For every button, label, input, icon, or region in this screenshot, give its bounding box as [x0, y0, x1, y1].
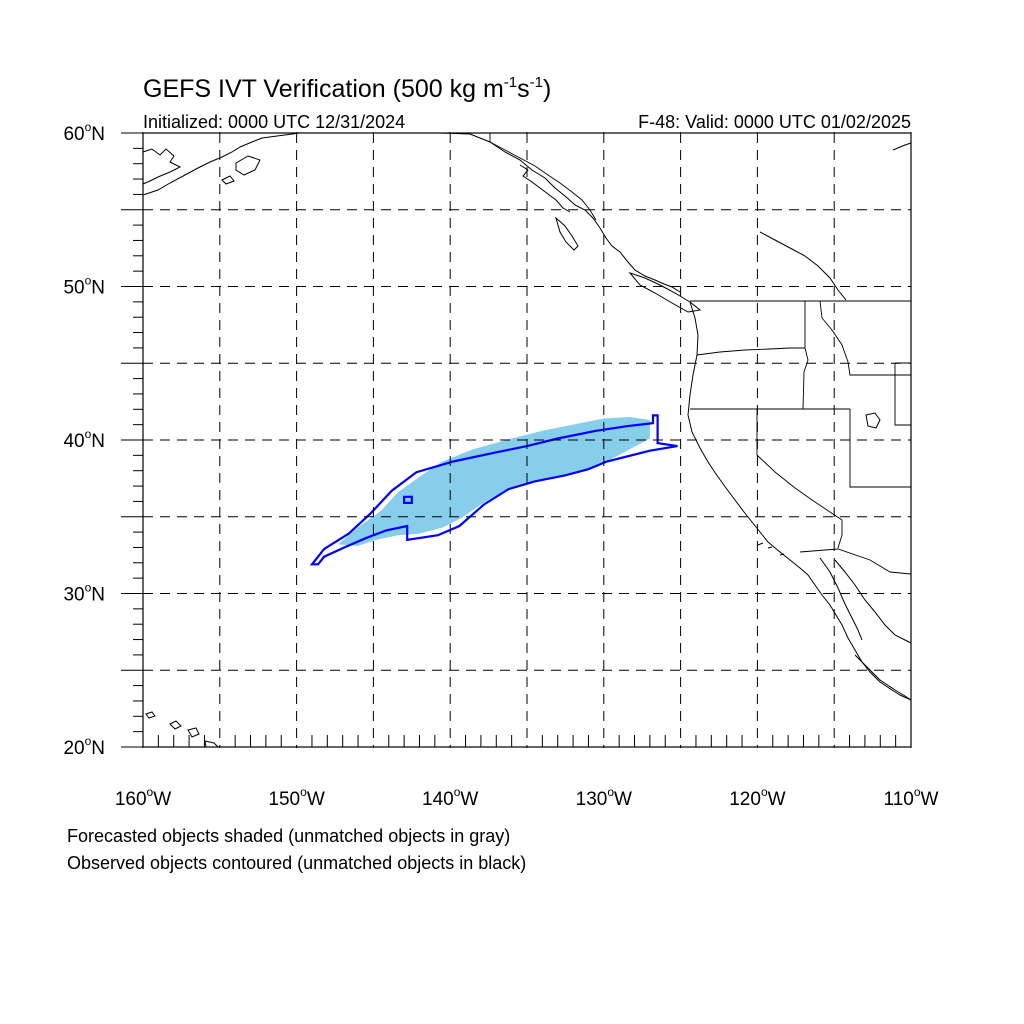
observed-object-inner-ring [403, 495, 413, 504]
observed-object [309, 414, 678, 566]
alaska-coast-west [142, 148, 182, 185]
wa-or-border [696, 347, 805, 356]
lon-tick-label: 160oW [115, 785, 171, 810]
channel-islands [757, 542, 785, 556]
hawaii-oahu [169, 720, 182, 730]
political-borders [489, 133, 912, 575]
kodiak-island [235, 155, 261, 176]
axis-ticks [121, 132, 912, 748]
id-west-border [802, 301, 809, 410]
lat-tick-label: 60oN [63, 120, 105, 145]
mexico-coast [854, 654, 912, 701]
valid-time: F-48: Valid: 0000 UTC 01/02/2025 [638, 112, 911, 132]
us-mexico-border [799, 548, 912, 575]
haida-gwaii [555, 216, 579, 251]
bc-coast [599, 227, 681, 293]
se-alaska-islands [519, 164, 571, 213]
latitude-labels: 60oN 50oN 40oN 30oN 20oN [63, 120, 105, 759]
great-salt-lake [865, 412, 881, 429]
us-west-coast [687, 301, 912, 701]
title-mid: s [517, 75, 530, 103]
nv-ut-border [849, 409, 911, 488]
gulf-california-west [819, 557, 863, 641]
vancouver-island [628, 271, 702, 313]
canada-lakes [759, 231, 847, 301]
ca-nv-border [756, 409, 843, 521]
wy-border [894, 362, 912, 426]
footnote-observed: Observed objects contoured (unmatched ob… [67, 853, 526, 873]
northeast-coast [892, 142, 912, 151]
initialized-time: Initialized: 0000 UTC 12/31/2024 [143, 112, 405, 132]
lon-tick-label: 150oW [268, 785, 324, 810]
lat-tick-label: 50oN [63, 274, 105, 299]
hawaii-big-island [204, 740, 220, 748]
id-mt-border [819, 300, 911, 376]
lat-tick-label: 40oN [63, 427, 105, 452]
footnote-forecast: Forecasted objects shaded (unmatched obj… [67, 826, 510, 846]
gulf-alaska-coast [261, 132, 601, 229]
lon-tick-label: 140oW [422, 785, 478, 810]
title-main: GEFS IVT Verification (500 kg m [143, 75, 504, 103]
lon-tick-label: 110oW [884, 785, 939, 810]
title-end: ) [543, 75, 551, 103]
map-title: GEFS IVT Verification (500 kg m-1s-1) [143, 74, 551, 103]
title-sup1: -1 [504, 74, 517, 91]
hawaii-maui [187, 727, 200, 738]
alaska-canada-border [489, 133, 597, 221]
az-ca-border [837, 520, 843, 549]
title-sup2: -1 [530, 74, 543, 91]
graticule [143, 133, 911, 747]
islands-small-1 [221, 175, 235, 185]
map-frame [142, 132, 912, 748]
longitude-labels: 160oW 150oW 140oW 130oW 120oW 110oW [115, 785, 939, 810]
lon-tick-label: 120oW [729, 785, 785, 810]
hawaii-niihau [145, 711, 156, 719]
lat-tick-label: 20oN [63, 734, 105, 759]
alaska-peninsula [142, 137, 263, 196]
forecast-object [338, 417, 650, 546]
lon-tick-label: 130oW [576, 785, 632, 810]
gulf-california-east [834, 559, 912, 644]
lat-tick-label: 30oN [63, 581, 105, 606]
